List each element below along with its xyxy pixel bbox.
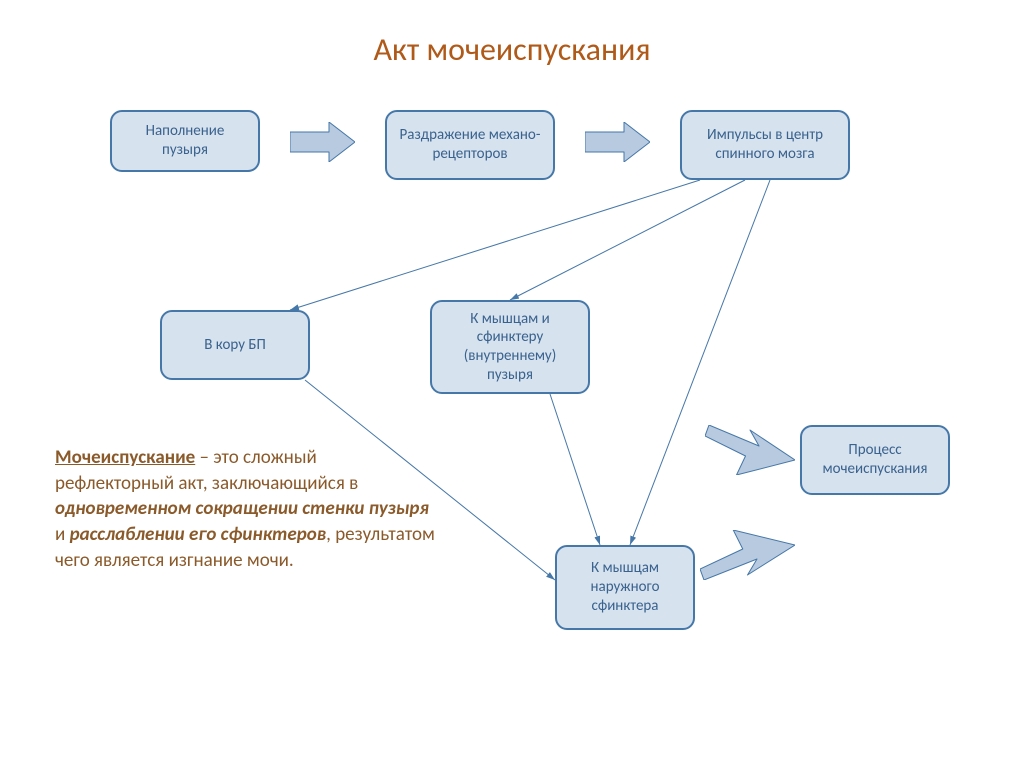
definition-part-2: и xyxy=(55,523,70,546)
node-n6: К мышцам наружного сфинктера xyxy=(555,545,695,630)
thick-arrow-2 xyxy=(705,425,795,475)
node-n3: Импульсы в центр спинного мозга xyxy=(680,110,850,180)
node-n7: Процесс мочеиспускания xyxy=(800,425,950,495)
definition-text: Мочеиспускание – это сложный рефлекторны… xyxy=(55,445,435,573)
node-n5: К мышцам и сфинктеру (внутреннему) пузыр… xyxy=(430,300,590,394)
thick-arrow-1 xyxy=(585,122,650,162)
thick-arrow-0 xyxy=(290,122,355,162)
thin-edge-2 xyxy=(630,180,770,545)
thick-arrow-3 xyxy=(700,530,795,580)
thin-edge-0 xyxy=(290,180,700,310)
node-n1: Наполнение пузыря xyxy=(110,110,260,172)
node-n4: В кору БП xyxy=(160,310,310,380)
definition-part-1: одновременном сокращении стенки пузыря xyxy=(55,497,429,520)
definition-term: Мочеиспускание xyxy=(55,446,195,469)
thin-edge-1 xyxy=(510,180,745,300)
node-n2: Раздражение механо-рецепторов xyxy=(385,110,555,180)
definition-part-3: расслаблении его сфинктеров xyxy=(70,523,327,546)
thin-edge-4 xyxy=(550,394,600,545)
